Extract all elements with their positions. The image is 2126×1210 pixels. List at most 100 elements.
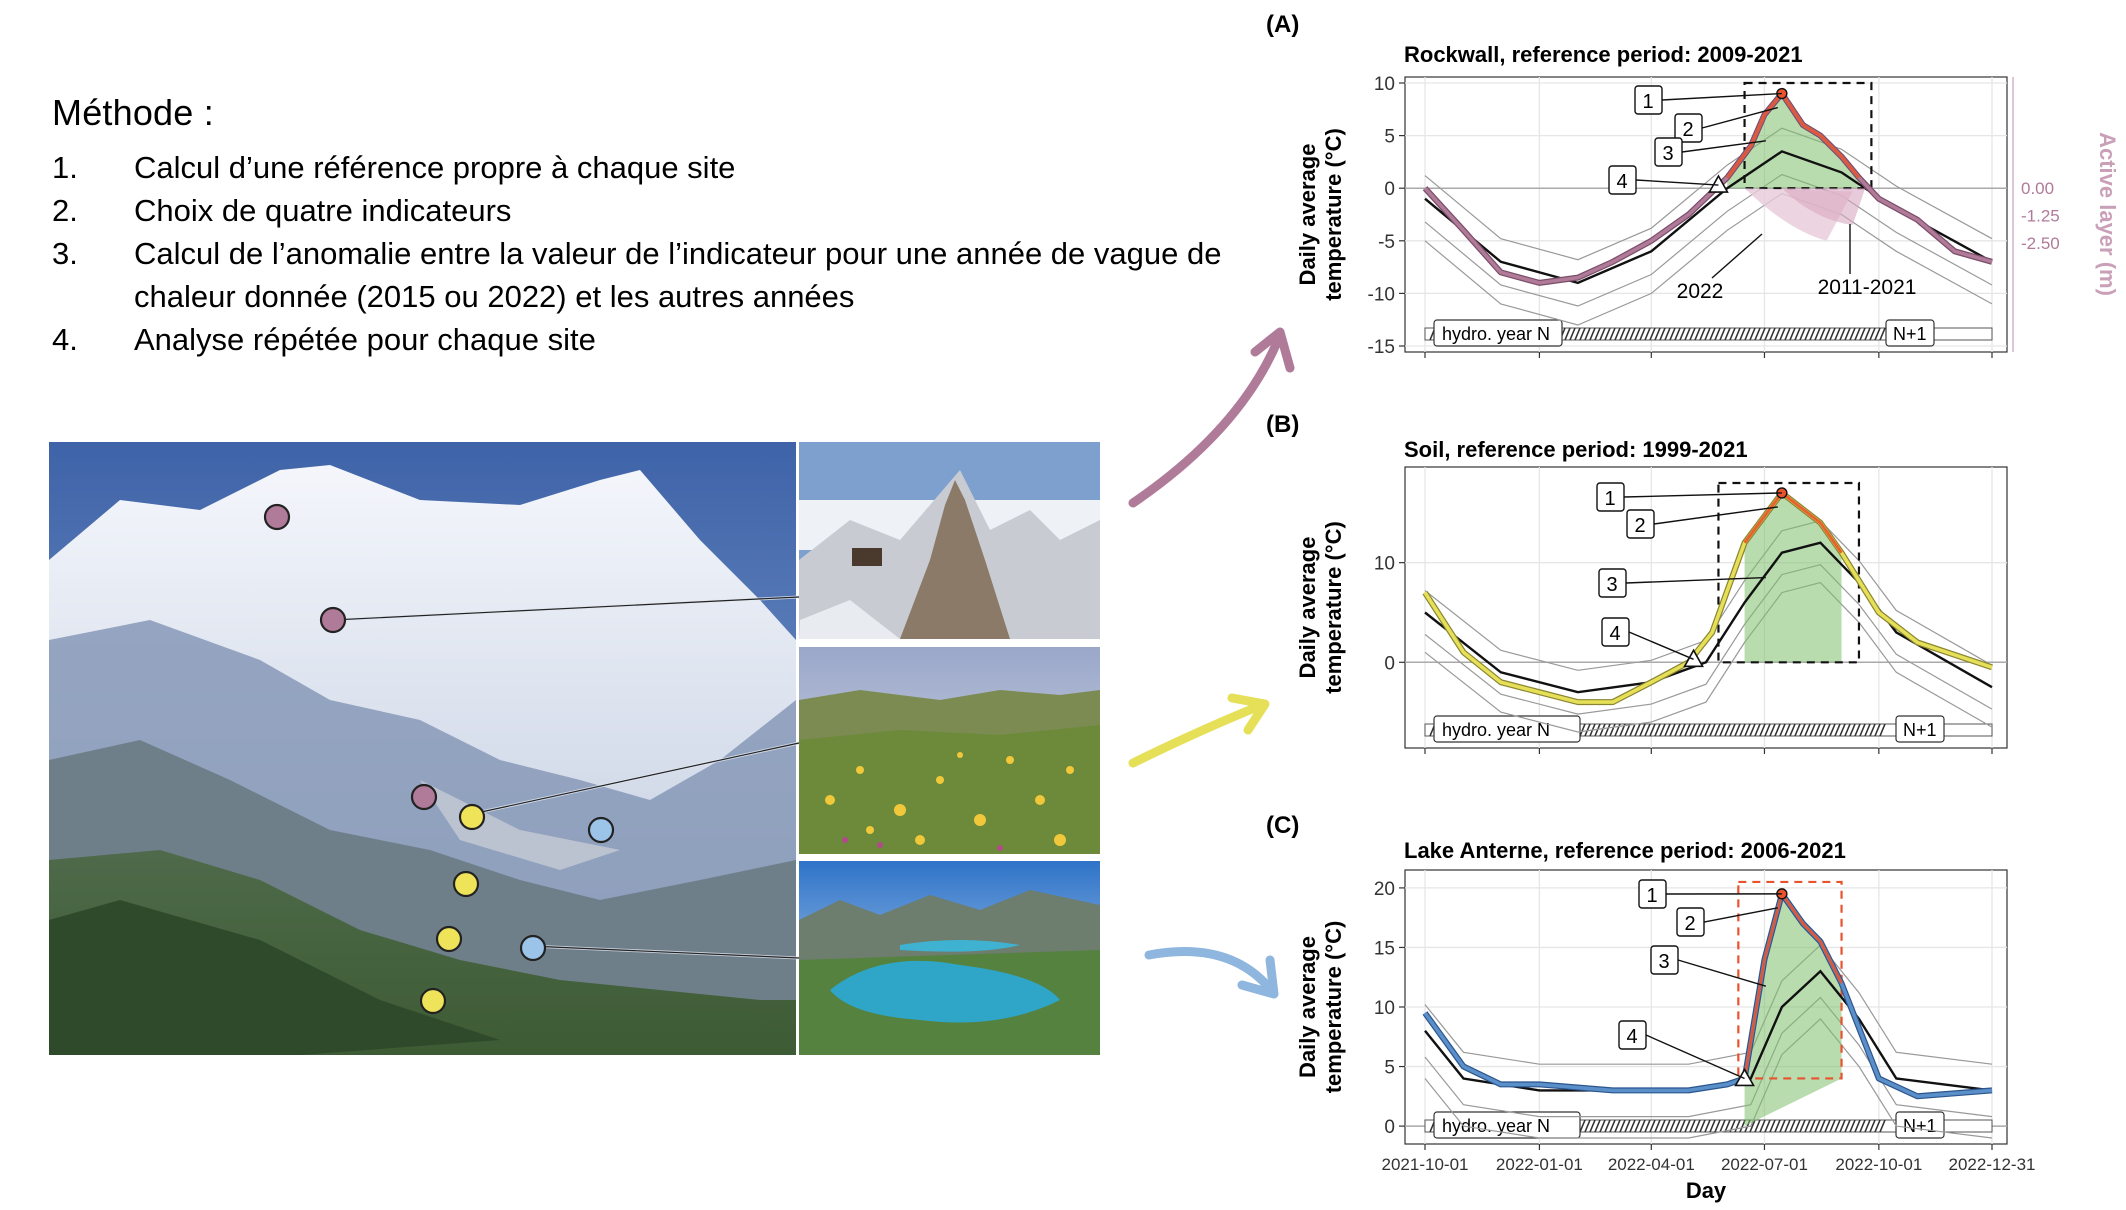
callout-box: [1654, 137, 1683, 167]
hydro-hatch: [1669, 327, 1676, 341]
hydro-hatch: [1604, 327, 1611, 341]
hydro-hatch: [1589, 327, 1596, 341]
hydro-hatch: [1804, 1119, 1811, 1133]
hydro-hatch: [1874, 327, 1881, 341]
hydro-year-label-box: [1895, 715, 1945, 743]
callout-box: [1676, 907, 1705, 937]
hydro-hatch: [1779, 1119, 1786, 1133]
hydro-hatch: [1759, 1119, 1766, 1133]
alpine-meadow-photo: [799, 647, 1100, 854]
y-tick-label: 0: [1384, 653, 1395, 674]
hydro-hatch: [1654, 1119, 1661, 1133]
callout-label: 1: [1604, 488, 1615, 510]
hydro-hatch: [1834, 723, 1841, 737]
x-axis-label: Day: [1686, 1178, 1727, 1203]
callout-label: 1: [1642, 91, 1653, 113]
hydro-hatch: [1624, 327, 1631, 341]
hydro-hatch: [1794, 327, 1801, 341]
hydro-hatch: [1829, 327, 1836, 341]
hydro-hatch: [1809, 1119, 1816, 1133]
callout-leader: [1677, 959, 1767, 987]
hydro-hatch: [1579, 1119, 1586, 1133]
hydro-hatch: [1819, 1119, 1826, 1133]
hydro-hatch: [1694, 327, 1701, 341]
callout-label: 2: [1682, 119, 1693, 141]
hydro-hatch: [1674, 723, 1681, 737]
hydro-hatch: [1674, 327, 1681, 341]
secondary-tick-label: -1.25: [2021, 207, 2060, 226]
hydro-year-label: hydro. year N: [1442, 1116, 1550, 1136]
chart-panel-2: (B) Soil, reference period: 1999-2021 0 10 D…: [1266, 411, 2008, 754]
lake-site-marker: [587, 816, 615, 844]
callout-box: [1638, 879, 1667, 909]
hydro-hatch: [1564, 327, 1571, 341]
hydro-hatch: [1734, 327, 1741, 341]
panel-label: (B): [1266, 411, 1299, 438]
y-tick-label: 10: [1374, 998, 1395, 1019]
lake-arrow: [1144, 947, 1276, 995]
hydro-hatch: [1594, 327, 1601, 341]
hydro-hatch: [1844, 327, 1851, 341]
hydro-year-label: N+1: [1903, 1116, 1937, 1136]
callout-leader: [1703, 907, 1778, 923]
reference-envelope-line: [1424, 192, 1993, 326]
heatwave-window: [1717, 481, 1861, 664]
rockwall-station-photo: [799, 442, 1100, 639]
hydro-hatch: [1799, 1119, 1806, 1133]
hydro-hatch: [1699, 723, 1706, 737]
hydro-hatch: [1714, 723, 1721, 737]
hydro-hatch: [1879, 723, 1886, 737]
method-steps: 1. Calcul d’une référence propre à chaque…: [52, 146, 1252, 361]
hydro-hatch: [1704, 723, 1711, 737]
hydro-hatch: [1739, 723, 1746, 737]
hydro-hatch: [1864, 1119, 1871, 1133]
hydro-hatch: [1594, 1119, 1601, 1133]
hydro-hatch: [1859, 723, 1866, 737]
hydro-hatch: [1839, 327, 1846, 341]
list-item: 2. Choix de quatre indicateurs: [52, 189, 1252, 232]
hydro-hatch: [1634, 723, 1641, 737]
y-tick-label: 0: [1384, 1117, 1395, 1138]
step-number: 4.: [52, 322, 78, 357]
hydro-hatch: [1829, 1119, 1836, 1133]
anomaly-area: [1727, 93, 1859, 189]
chart-title: Soil, reference period: 1999-2021: [1404, 437, 1748, 462]
hydro-hatch: [1699, 327, 1706, 341]
hydro-hatch: [1604, 723, 1611, 737]
hydro-hatch: [1699, 1119, 1706, 1133]
hydro-hatch: [1664, 723, 1671, 737]
hydro-hatch: [1724, 327, 1731, 341]
hydro-hatch: [1814, 327, 1821, 341]
hydro-hatch: [1679, 723, 1686, 737]
annotation-label: 2011-2021: [1818, 276, 1917, 299]
x-tick-label: 2022-12-31: [1949, 1155, 2036, 1174]
hydro-hatch: [1609, 723, 1616, 737]
hydro-hatch: [1754, 327, 1761, 341]
plot-frame: [1404, 76, 2008, 353]
hydro-hatch: [1749, 1119, 1756, 1133]
hydro-hatch: [1874, 723, 1881, 737]
hydro-hatch: [1749, 327, 1756, 341]
y-tick-label: 5: [1384, 127, 1395, 148]
hydro-hatch: [1789, 327, 1796, 341]
hydro-hatch: [1659, 723, 1666, 737]
hydro-hatch: [1779, 327, 1786, 341]
hydro-hatch: [1849, 327, 1856, 341]
hydro-hatch: [1824, 723, 1831, 737]
hydro-hatch: [1759, 327, 1766, 341]
callout-label: 4: [1626, 1026, 1637, 1048]
hydro-hatch: [1849, 723, 1856, 737]
y-axis-label: Daily averagetemperature (°C): [1295, 128, 1346, 301]
hydro-hatch: [1744, 327, 1751, 341]
hydro-hatch: [1774, 1119, 1781, 1133]
rockwall-site-marker: [410, 783, 438, 811]
hydro-hatch: [1799, 327, 1806, 341]
hydro-hatch: [1664, 1119, 1671, 1133]
hydro-hatch: [1824, 1119, 1831, 1133]
step-number: 1.: [52, 150, 78, 185]
callout-label: 4: [1609, 623, 1620, 645]
hydro-hatch: [1789, 723, 1796, 737]
callout-box: [1601, 617, 1630, 647]
hydro-hatch: [1694, 723, 1701, 737]
hydro-hatch: [1739, 1119, 1746, 1133]
